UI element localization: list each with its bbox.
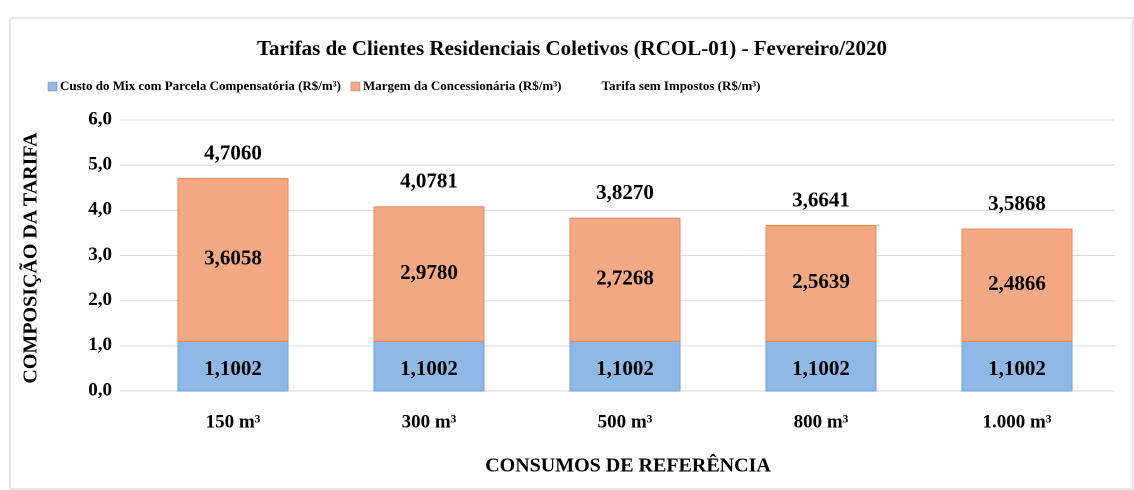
x-tick-label: 150 m³	[206, 411, 261, 432]
legend-label: Margem da Concessionária (R$/m³)	[363, 78, 562, 93]
x-axis-label: CONSUMOS DE REFERÊNCIA	[485, 453, 771, 477]
data-label: 1,1002	[204, 356, 262, 380]
y-tick-label: 4,0	[88, 199, 112, 220]
chart-title: Tarifas de Clientes Residenciais Coletiv…	[257, 36, 887, 60]
data-label: 2,9780	[400, 260, 458, 284]
y-tick-label: 0,0	[88, 379, 112, 400]
data-label: 1,1002	[400, 356, 458, 380]
bar-segment	[765, 340, 877, 392]
total-label: 4,0781	[400, 169, 458, 193]
y-tick-label: 5,0	[88, 154, 112, 175]
legend-label: Custo do Mix com Parcela Compensatória (…	[60, 78, 341, 93]
data-label: 1,1002	[792, 356, 850, 380]
bar-segment	[961, 228, 1073, 342]
data-label: 2,7268	[596, 266, 654, 290]
bar-segment	[373, 340, 485, 392]
y-tick-label: 1,0	[88, 334, 112, 355]
x-tick-label: 1.000 m³	[982, 411, 1051, 432]
data-label: 2,4866	[988, 271, 1046, 295]
total-label: 3,5868	[988, 191, 1046, 215]
total-label: 4,7060	[204, 140, 262, 164]
x-tick-label: 800 m³	[794, 411, 849, 432]
y-tick-label: 2,0	[88, 289, 112, 310]
bar-segment	[569, 217, 681, 342]
bar-segment	[961, 340, 1073, 392]
bar-segment	[177, 177, 289, 342]
data-label: 3,6058	[204, 246, 262, 270]
data-label: 2,5639	[792, 269, 850, 293]
legend-swatch	[47, 81, 58, 92]
total-label: 3,8270	[596, 180, 654, 204]
y-tick-label: 3,0	[88, 244, 112, 265]
data-label: 1,1002	[988, 356, 1046, 380]
y-tick-label: 6,0	[88, 108, 112, 129]
x-tick-label: 500 m³	[598, 411, 653, 432]
bar-segment	[765, 225, 877, 342]
legend-swatch	[350, 81, 361, 92]
bar-segment	[569, 340, 681, 392]
x-tick-label: 300 m³	[402, 411, 457, 432]
legend-label: Tarifa sem Impostos (R$/m³)	[601, 78, 760, 93]
bar-segment	[373, 206, 485, 342]
bar-segment	[177, 340, 289, 392]
total-label: 3,6641	[792, 187, 850, 211]
y-axis-label: COMPOSIÇÃO DA TARIFA	[19, 132, 42, 384]
data-label: 1,1002	[596, 356, 654, 380]
